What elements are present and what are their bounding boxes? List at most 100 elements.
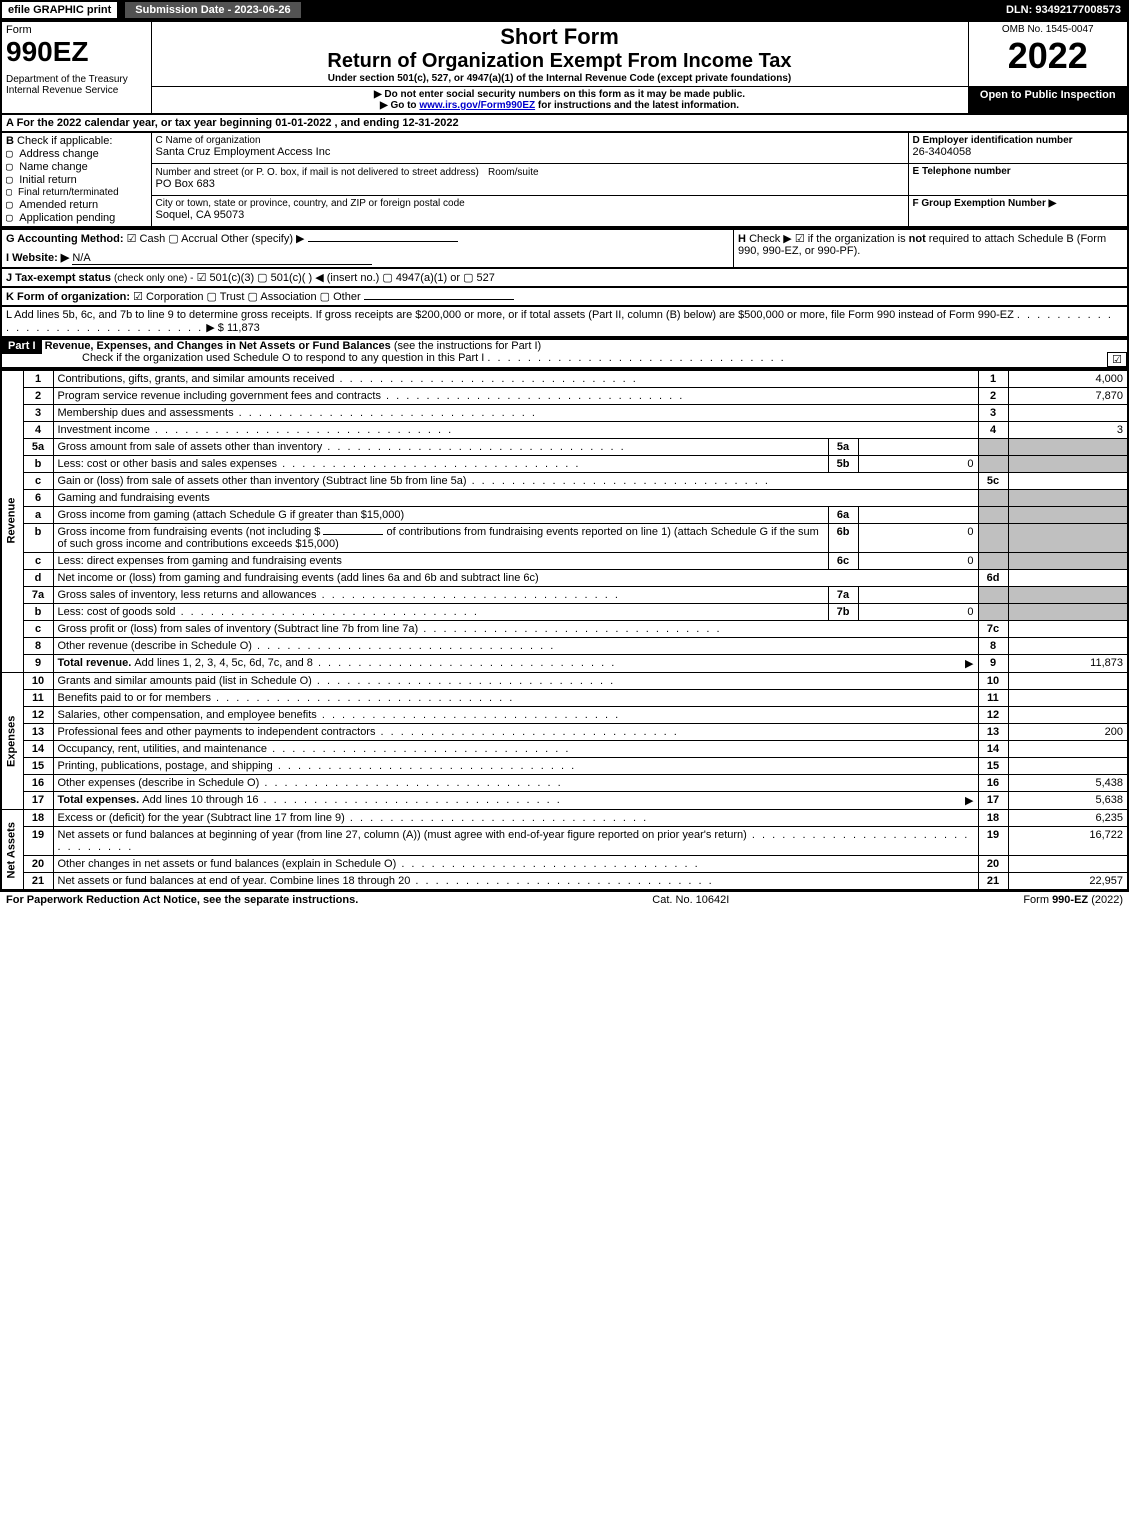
gray-7b-amt bbox=[1008, 604, 1128, 621]
l12-desc: Salaries, other compensation, and employ… bbox=[53, 707, 978, 724]
l1-num: 1 bbox=[23, 370, 53, 388]
l21-amt: 22,957 bbox=[1008, 873, 1128, 891]
l8-num: 8 bbox=[23, 638, 53, 655]
goto-line: ▶ Go to www.irs.gov/Form990EZ for instru… bbox=[156, 100, 964, 111]
l7c-box: 7c bbox=[978, 621, 1008, 638]
l7c-num: c bbox=[23, 621, 53, 638]
other-specify-input[interactable] bbox=[308, 241, 458, 242]
l19-num: 19 bbox=[23, 827, 53, 856]
l5c-num: c bbox=[23, 473, 53, 490]
l6b-ival: 0 bbox=[858, 524, 978, 553]
irs-link[interactable]: www.irs.gov/Form990EZ bbox=[419, 100, 535, 111]
org-name: Santa Cruz Employment Access Inc bbox=[156, 146, 904, 158]
cat-no: Cat. No. 10642I bbox=[652, 894, 729, 906]
sec-j-opts[interactable]: ☑ 501(c)(3) ▢ 501(c)( ) ◀ (insert no.) ▢… bbox=[197, 272, 495, 284]
l7b-ival: 0 bbox=[858, 604, 978, 621]
l5c-amt bbox=[1008, 473, 1128, 490]
l21-box: 21 bbox=[978, 873, 1008, 891]
gray-6b-amt bbox=[1008, 524, 1128, 553]
sec-k-label: K Form of organization: bbox=[6, 291, 130, 303]
chk-cash[interactable]: ☑ Cash bbox=[127, 233, 166, 245]
sidebar-expenses: Expenses bbox=[1, 673, 23, 810]
l18-num: 18 bbox=[23, 810, 53, 827]
l17-amt: 5,638 bbox=[1008, 792, 1128, 810]
chk-initial-return[interactable]: ▢ bbox=[6, 173, 19, 186]
l11-amt bbox=[1008, 690, 1128, 707]
section-a: A For the 2022 calendar year, or tax yea… bbox=[0, 115, 1129, 131]
l2-desc: Program service revenue including govern… bbox=[53, 388, 978, 405]
form-header-table: Form 990EZ Department of the Treasury In… bbox=[0, 20, 1129, 115]
form-word: Form bbox=[6, 24, 147, 36]
l17-box: 17 bbox=[978, 792, 1008, 810]
irs-label: Internal Revenue Service bbox=[6, 85, 147, 96]
sec-h-label: H bbox=[738, 233, 746, 245]
l14-amt bbox=[1008, 741, 1128, 758]
gray-7b bbox=[978, 604, 1008, 621]
tax-year: 2022 bbox=[973, 35, 1124, 77]
gray-6a-amt bbox=[1008, 507, 1128, 524]
l6d-box: 6d bbox=[978, 570, 1008, 587]
l6d-desc: Net income or (loss) from gaming and fun… bbox=[53, 570, 978, 587]
form-number: 990EZ bbox=[6, 36, 147, 68]
chk-name-change[interactable]: ▢ bbox=[6, 160, 19, 173]
gh-table: G Accounting Method: ☑ Cash ▢ Accrual Ot… bbox=[0, 228, 1129, 269]
entity-info-table: B Check if applicable: ▢ Address change … bbox=[0, 131, 1129, 228]
l5c-box: 5c bbox=[978, 473, 1008, 490]
l3-amt bbox=[1008, 405, 1128, 422]
l14-num: 14 bbox=[23, 741, 53, 758]
dots-p1 bbox=[487, 352, 785, 364]
l3-desc: Membership dues and assessments bbox=[53, 405, 978, 422]
l4-box: 4 bbox=[978, 422, 1008, 439]
part1-check[interactable]: ☑ bbox=[1107, 352, 1127, 367]
k-other-input[interactable] bbox=[364, 299, 514, 300]
l16-box: 16 bbox=[978, 775, 1008, 792]
l14-desc: Occupancy, rent, utilities, and maintena… bbox=[53, 741, 978, 758]
l13-desc: Professional fees and other payments to … bbox=[53, 724, 978, 741]
subtitle: Under section 501(c), 527, or 4947(a)(1)… bbox=[156, 73, 964, 84]
l15-box: 15 bbox=[978, 758, 1008, 775]
l7a-num: 7a bbox=[23, 587, 53, 604]
l5b-desc: Less: cost or other basis and sales expe… bbox=[53, 456, 828, 473]
l7b-ibox: 7b bbox=[828, 604, 858, 621]
l16-amt: 5,438 bbox=[1008, 775, 1128, 792]
dln: DLN: 93492177008573 bbox=[998, 2, 1129, 18]
l20-box: 20 bbox=[978, 856, 1008, 873]
chk-address-change[interactable]: ▢ bbox=[6, 147, 19, 160]
chk-final-return[interactable]: ▢ bbox=[6, 187, 18, 198]
l8-box: 8 bbox=[978, 638, 1008, 655]
l19-amt: 16,722 bbox=[1008, 827, 1128, 856]
sec-b-label: B bbox=[6, 135, 14, 147]
l13-amt: 200 bbox=[1008, 724, 1128, 741]
top-bar: efile GRAPHIC print Submission Date - 20… bbox=[0, 0, 1129, 20]
l9-amt: 11,873 bbox=[1008, 655, 1128, 673]
sec-k-opts[interactable]: ☑ Corporation ▢ Trust ▢ Association ▢ Ot… bbox=[133, 291, 361, 303]
goto-suffix: for instructions and the latest informat… bbox=[538, 100, 739, 111]
sec-j-sub: (check only one) - bbox=[114, 273, 193, 284]
l11-desc: Benefits paid to or for members bbox=[53, 690, 978, 707]
l5b-ibox: 5b bbox=[828, 456, 858, 473]
l18-box: 18 bbox=[978, 810, 1008, 827]
sidebar-netassets: Net Assets bbox=[1, 810, 23, 891]
website-value[interactable]: N/A bbox=[72, 252, 372, 265]
l6b-blank[interactable] bbox=[323, 534, 383, 535]
l6a-desc: Gross income from gaming (attach Schedul… bbox=[53, 507, 828, 524]
l7b-desc: Less: cost of goods sold bbox=[53, 604, 828, 621]
l2-box: 2 bbox=[978, 388, 1008, 405]
l7a-ibox: 7a bbox=[828, 587, 858, 604]
goto-prefix: ▶ Go to bbox=[380, 100, 419, 111]
l19-desc: Net assets or fund balances at beginning… bbox=[53, 827, 978, 856]
efile-label[interactable]: efile GRAPHIC print bbox=[0, 0, 119, 20]
omb-number: OMB No. 1545-0047 bbox=[973, 24, 1124, 35]
l6a-ival bbox=[858, 507, 978, 524]
gray-6c-amt bbox=[1008, 553, 1128, 570]
sec-k: K Form of organization: ☑ Corporation ▢ … bbox=[0, 288, 1129, 307]
ein-value: 26-3404058 bbox=[913, 146, 1124, 158]
other-specify[interactable]: Other (specify) ▶ bbox=[221, 233, 305, 245]
l21-num: 21 bbox=[23, 873, 53, 891]
l6c-ibox: 6c bbox=[828, 553, 858, 570]
gray-5a bbox=[978, 439, 1008, 456]
chk-amended-return[interactable]: ▢ bbox=[6, 198, 19, 211]
chk-accrual[interactable]: ▢ Accrual bbox=[168, 233, 218, 245]
l6d-num: d bbox=[23, 570, 53, 587]
chk-application-pending[interactable]: ▢ bbox=[6, 211, 19, 224]
